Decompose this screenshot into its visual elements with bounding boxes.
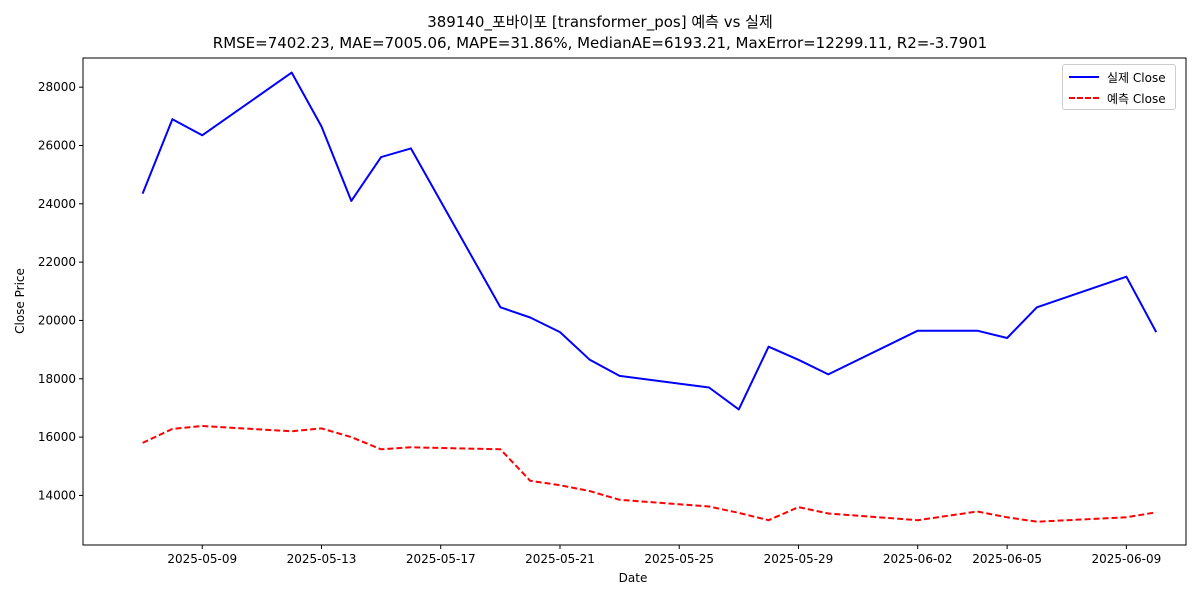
x-axis-ticks: 2025-05-09 2025-05-13 2025-05-17 2025-05-21… — [167, 545, 1161, 566]
plot-frame — [82, 57, 1187, 546]
x-tick-label: 2025-05-25 — [644, 552, 714, 566]
y-tick-label: 14000 — [38, 488, 76, 502]
x-tick-label: 2025-05-21 — [525, 552, 595, 566]
chart-subtitle: RMSE=7402.23, MAE=7005.06, MAPE=31.86%, … — [212, 34, 988, 52]
legend-swatch-actual — [1069, 76, 1099, 78]
y-tick-label: 24000 — [38, 197, 76, 211]
y-tick-label: 22000 — [38, 255, 76, 269]
chart-title: 389140_포바이포 [transformer_pos] 예측 vs 실제 — [427, 13, 773, 31]
y-tick-label: 26000 — [38, 138, 76, 152]
x-tick-label: 2025-05-13 — [287, 552, 357, 566]
y-tick-label: 18000 — [38, 372, 76, 386]
legend-swatch-predicted — [1069, 97, 1099, 99]
legend-item-actual: 실제 Close — [1069, 67, 1166, 87]
y-tick-label: 20000 — [38, 313, 76, 327]
legend-item-predicted: 예측 Close — [1069, 88, 1166, 108]
legend-label-actual: 실제 Close — [1107, 70, 1166, 85]
series-line-actual — [141, 71, 1158, 411]
chart-title-block: 389140_포바이포 [transformer_pos] 예측 vs 실제 R… — [0, 12, 1200, 54]
y-axis-ticks: 14000 16000 18000 20000 22000 24000 26000 28000 — [38, 80, 83, 502]
x-tick-label: 2025-06-09 — [1092, 552, 1162, 566]
x-tick-label: 2025-05-17 — [406, 552, 476, 566]
x-tick-label: 2025-06-02 — [883, 552, 953, 566]
y-tick-label: 28000 — [38, 80, 76, 94]
y-axis-label: Close Price — [13, 268, 27, 334]
y-tick-label: 16000 — [38, 430, 76, 444]
series-line-predicted — [142, 425, 1157, 523]
series-lines — [141, 71, 1158, 523]
x-tick-label: 2025-05-29 — [764, 552, 834, 566]
x-tick-label: 2025-05-09 — [167, 552, 237, 566]
x-tick-label: 2025-06-05 — [972, 552, 1042, 566]
legend-label-predicted: 예측 Close — [1107, 91, 1166, 106]
chart-legend: 실제 Close 예측 Close — [1062, 64, 1176, 110]
x-axis-label: Date — [619, 571, 648, 585]
